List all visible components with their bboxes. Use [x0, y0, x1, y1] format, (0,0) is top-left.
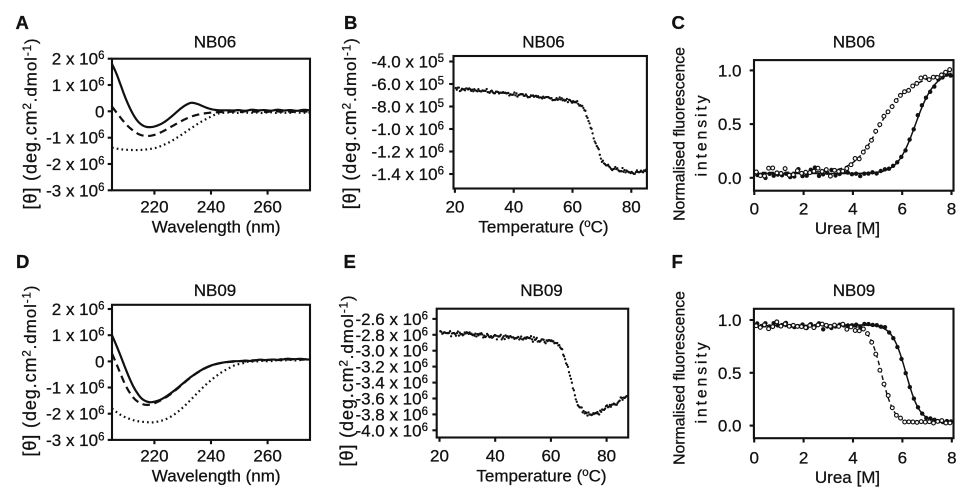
- svg-text:-2.6 x 106: -2.6 x 106: [355, 310, 428, 329]
- svg-text:0.5: 0.5: [718, 364, 742, 383]
- svg-text:[θ] (deg.cm2.dmol-1): [θ] (deg.cm2.dmol-1): [21, 38, 41, 210]
- svg-text:240: 240: [197, 447, 225, 466]
- svg-text:60: 60: [541, 447, 560, 466]
- svg-text:-3.4 x 106: -3.4 x 106: [355, 374, 428, 393]
- svg-text:20: 20: [430, 447, 449, 466]
- svg-text:-2.8 x 106: -2.8 x 106: [355, 326, 428, 345]
- svg-text:2 x 106: 2 x 106: [52, 300, 105, 319]
- svg-text:C: C: [672, 12, 685, 33]
- svg-text:0: 0: [749, 449, 758, 468]
- svg-text:[θ] (deg.cm2.dmol-1): [θ] (deg.cm2.dmol-1): [340, 37, 360, 209]
- svg-text:Urea [M]: Urea [M]: [815, 219, 880, 238]
- svg-text:-1.0 x 106: -1.0 x 106: [371, 120, 444, 139]
- svg-text:80: 80: [622, 198, 641, 217]
- svg-text:NB09: NB09: [520, 281, 563, 300]
- svg-text:[θ] (deg.cm2.dmol-1): [θ] (deg.cm2.dmol-1): [337, 295, 357, 467]
- svg-text:-1 x 106: -1 x 106: [46, 379, 104, 398]
- svg-text:2: 2: [799, 200, 808, 219]
- svg-text:220: 220: [140, 198, 168, 217]
- svg-text:Temperature (oC): Temperature (oC): [478, 218, 608, 237]
- svg-text:80: 80: [597, 447, 616, 466]
- svg-text:220: 220: [140, 447, 168, 466]
- svg-text:-3.2 x 106: -3.2 x 106: [355, 358, 428, 377]
- svg-text:60: 60: [563, 198, 582, 217]
- svg-text:-3.0 x 106: -3.0 x 106: [355, 342, 428, 361]
- svg-text:intensity: intensity: [693, 92, 710, 176]
- svg-text:-6.0 x 105: -6.0 x 105: [371, 75, 444, 94]
- svg-text:6: 6: [897, 200, 906, 219]
- svg-text:Wavelength (nm): Wavelength (nm): [152, 218, 281, 237]
- svg-text:-2 x 106: -2 x 106: [46, 405, 104, 424]
- svg-text:0.5: 0.5: [718, 115, 742, 134]
- svg-text:1.0: 1.0: [718, 61, 742, 80]
- svg-text:-3 x 106: -3 x 106: [46, 181, 104, 200]
- svg-text:D: D: [16, 251, 29, 272]
- svg-text:[θ] (deg.cm2.dmol-1): [θ] (deg.cm2.dmol-1): [20, 285, 40, 457]
- svg-text:260: 260: [253, 447, 281, 466]
- svg-text:Normalised fluorescence: Normalised fluorescence: [672, 47, 689, 221]
- svg-text:Urea [M]: Urea [M]: [815, 468, 880, 487]
- svg-text:-2 x 106: -2 x 106: [46, 155, 104, 174]
- svg-text:NB09: NB09: [833, 281, 876, 300]
- svg-text:-4.0 x 106: -4.0 x 106: [355, 421, 428, 440]
- svg-text:-3 x 106: -3 x 106: [46, 431, 104, 450]
- svg-text:20: 20: [445, 198, 464, 217]
- svg-text:B: B: [344, 12, 357, 33]
- svg-text:4: 4: [848, 200, 857, 219]
- svg-text:NB09: NB09: [194, 281, 237, 300]
- svg-text:1 x 106: 1 x 106: [52, 326, 105, 345]
- svg-text:A: A: [16, 12, 29, 33]
- svg-text:-4.0 x 105: -4.0 x 105: [371, 53, 444, 72]
- svg-text:-1.2 x 106: -1.2 x 106: [371, 143, 444, 162]
- svg-text:NB06: NB06: [833, 33, 876, 52]
- svg-text:0.0: 0.0: [718, 169, 742, 188]
- svg-text:0: 0: [95, 352, 104, 371]
- svg-text:NB06: NB06: [194, 33, 237, 52]
- svg-text:F: F: [672, 251, 683, 272]
- svg-text:-1.4 x 106: -1.4 x 106: [371, 165, 444, 184]
- svg-text:-1 x 106: -1 x 106: [46, 129, 104, 148]
- svg-text:40: 40: [486, 447, 505, 466]
- svg-text:0.0: 0.0: [718, 417, 742, 436]
- svg-text:8: 8: [947, 449, 956, 468]
- svg-text:0: 0: [95, 102, 104, 121]
- svg-text:Normalised fluorescence: Normalised fluorescence: [672, 291, 689, 465]
- svg-text:-8.0 x 105: -8.0 x 105: [371, 98, 444, 117]
- svg-text:NB06: NB06: [522, 33, 565, 52]
- svg-text:40: 40: [504, 198, 523, 217]
- svg-text:E: E: [344, 251, 356, 272]
- svg-text:2: 2: [799, 449, 808, 468]
- svg-text:0: 0: [750, 200, 759, 219]
- svg-text:-3.6 x 106: -3.6 x 106: [355, 390, 428, 409]
- svg-text:1 x 106: 1 x 106: [52, 76, 105, 95]
- svg-text:Temperature (oC): Temperature (oC): [476, 466, 606, 485]
- svg-text:intensity: intensity: [693, 339, 710, 423]
- svg-text:-3.8 x 106: -3.8 x 106: [355, 405, 428, 424]
- svg-text:Wavelength (nm): Wavelength (nm): [152, 466, 281, 485]
- svg-text:240: 240: [197, 198, 225, 217]
- svg-text:260: 260: [253, 198, 281, 217]
- svg-text:1.0: 1.0: [718, 311, 742, 330]
- svg-text:4: 4: [848, 449, 857, 468]
- svg-text:6: 6: [898, 449, 907, 468]
- svg-text:8: 8: [947, 200, 956, 219]
- svg-text:2 x 106: 2 x 106: [52, 50, 105, 69]
